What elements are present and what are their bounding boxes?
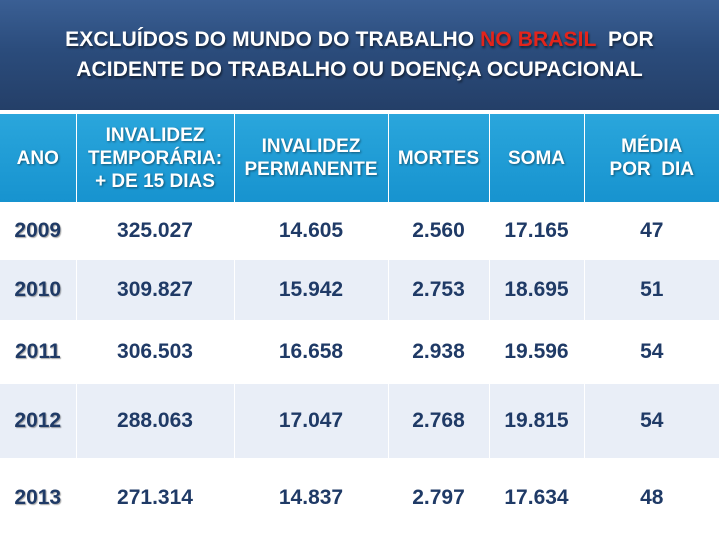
header-line: SOMA	[508, 147, 565, 169]
title-banner: EXCLUÍDOS DO MUNDO DO TRABALHO NO BRASIL…	[0, 0, 719, 110]
title-line-2: ACIDENTE DO TRABALHO OU DOENÇA OCUPACION…	[76, 58, 643, 81]
header-invalidez-temporaria: INVALIDEZ TEMPORÁRIA: + DE 15 DIAS	[75, 114, 235, 202]
cell-soma: 19.596	[488, 320, 585, 384]
cell-media: 54	[583, 320, 719, 384]
cell-soma: 17.634	[488, 458, 585, 538]
header-line: POR DIA	[609, 159, 694, 180]
cell-mortes: 2.753	[387, 260, 490, 320]
table-row: 2012 288.063 17.047 2.768 19.815 54	[0, 384, 719, 458]
header-line: PERMANENTE	[244, 159, 378, 180]
cell-media: 47	[583, 202, 719, 260]
cell-invalidez-temporaria: 325.027	[75, 202, 235, 260]
cell-year: 2009	[0, 202, 77, 260]
header-media-por-dia: MÉDIA POR DIA	[583, 114, 719, 202]
cell-year: 2010	[0, 260, 77, 320]
header-line: TEMPORÁRIA:	[87, 147, 223, 169]
cell-invalidez-permanente: 14.837	[233, 458, 389, 538]
cell-soma: 17.165	[488, 202, 585, 260]
table-row: 2010 309.827 15.942 2.753 18.695 51	[0, 260, 719, 320]
cell-media: 51	[583, 260, 719, 320]
header-soma: SOMA	[488, 114, 585, 202]
header-row: ANO INVALIDEZ TEMPORÁRIA: + DE 15 DIAS I…	[0, 114, 719, 202]
cell-mortes: 2.797	[387, 458, 490, 538]
title-highlight-brasil: NO BRASIL	[480, 28, 597, 51]
cell-invalidez-temporaria: 271.314	[75, 458, 235, 538]
table-row: 2009 325.027 14.605 2.560 17.165 47	[0, 202, 719, 260]
data-table: ANO INVALIDEZ TEMPORÁRIA: + DE 15 DIAS I…	[0, 114, 719, 538]
header-mortes: MORTES	[387, 114, 490, 202]
header-line: + DE 15 DIAS	[95, 170, 215, 192]
cell-invalidez-temporaria: 306.503	[75, 320, 235, 384]
cell-soma: 18.695	[488, 260, 585, 320]
table-row: 2011 306.503 16.658 2.938 19.596 54	[0, 320, 719, 384]
cell-mortes: 2.560	[387, 202, 490, 260]
title-text-end: POR	[596, 28, 654, 51]
cell-media: 48	[583, 458, 719, 538]
cell-invalidez-permanente: 15.942	[233, 260, 389, 320]
cell-year: 2013	[0, 458, 77, 538]
table-row: 2013 271.314 14.837 2.797 17.634 48	[0, 458, 719, 538]
header-ano: ANO	[0, 114, 77, 202]
cell-mortes: 2.768	[387, 384, 490, 458]
cell-invalidez-permanente: 14.605	[233, 202, 389, 260]
header-invalidez-permanente: INVALIDEZ PERMANENTE	[233, 114, 389, 202]
cell-invalidez-temporaria: 309.827	[75, 260, 235, 320]
header-line: INVALIDEZ	[261, 136, 361, 157]
cell-media: 54	[583, 384, 719, 458]
cell-invalidez-permanente: 16.658	[233, 320, 389, 384]
title-line-1: EXCLUÍDOS DO MUNDO DO TRABALHO NO BRASIL…	[65, 25, 654, 55]
title-text-start: EXCLUÍDOS DO MUNDO DO TRABALHO	[65, 28, 481, 51]
cell-mortes: 2.938	[387, 320, 490, 384]
cell-invalidez-permanente: 17.047	[233, 384, 389, 458]
cell-year: 2012	[0, 384, 77, 458]
cell-year: 2011	[0, 320, 77, 384]
header-line: INVALIDEZ	[105, 124, 205, 146]
header-line: MÉDIA	[621, 136, 683, 157]
cell-invalidez-temporaria: 288.063	[75, 384, 235, 458]
header-ano-line: ANO	[16, 147, 59, 169]
cell-soma: 19.815	[488, 384, 585, 458]
header-line: MORTES	[397, 147, 480, 169]
